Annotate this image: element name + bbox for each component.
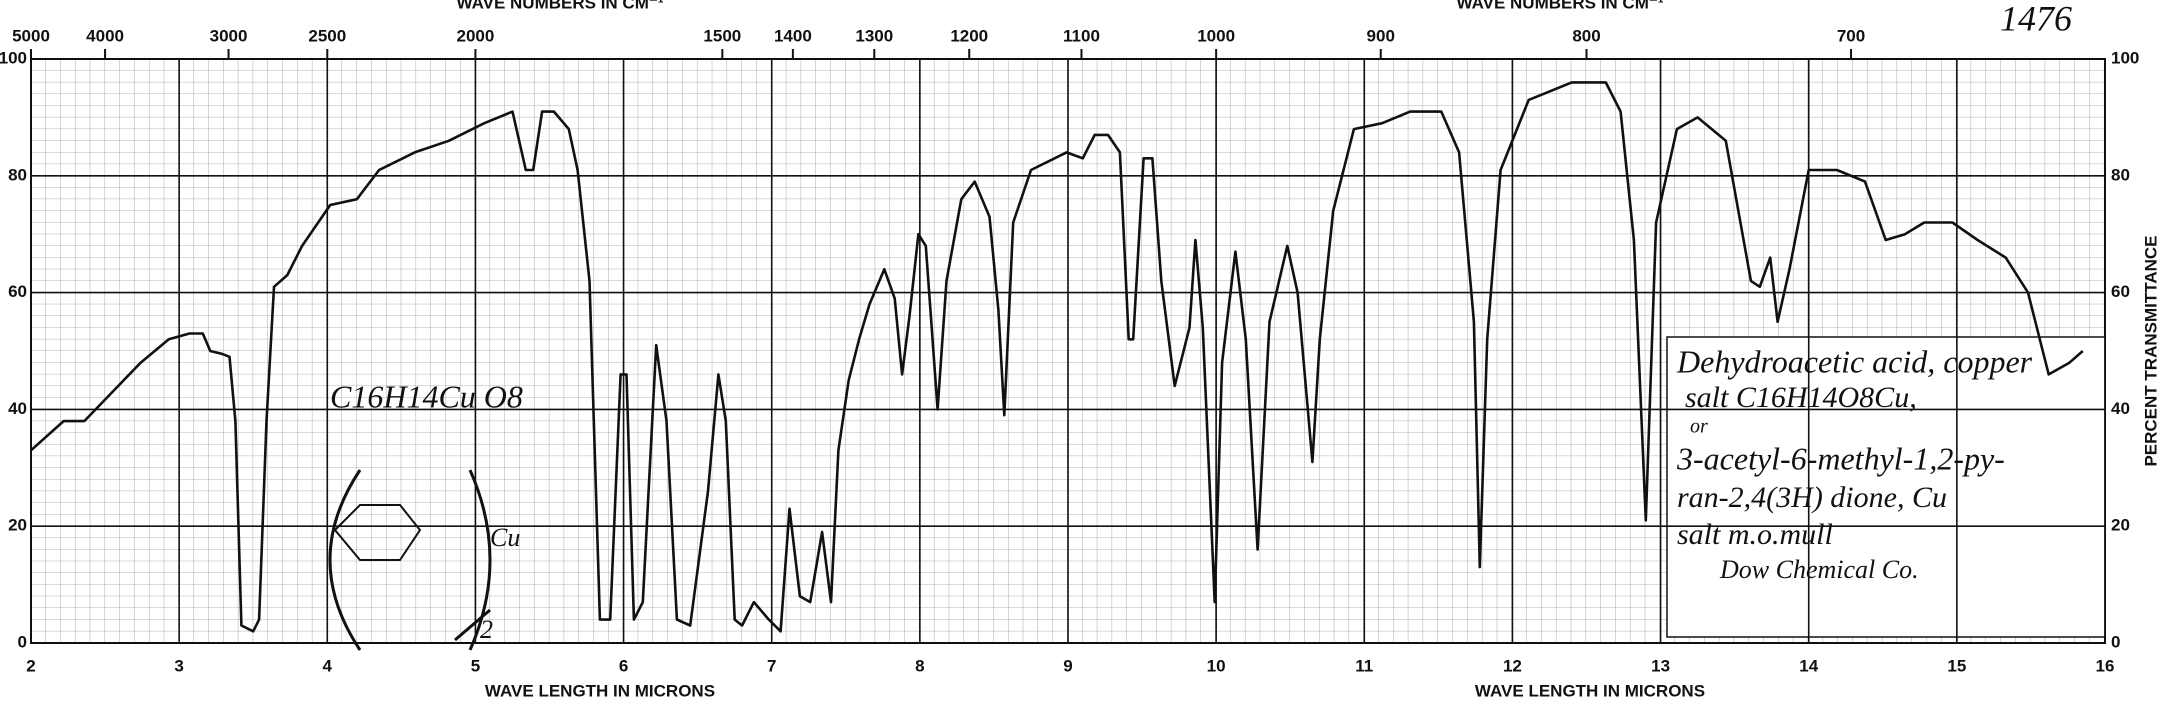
y-tick-label: 80 [8,165,27,184]
y-tick-label: 40 [8,399,27,418]
annotation: Cu [490,523,520,552]
y-tick-label: 60 [8,282,27,301]
x-tick-label: 12 [1503,656,1522,675]
x-tick-label: 15 [1947,656,1966,675]
y-tick-label: 20 [8,516,27,535]
x2-tick-label: 1300 [855,26,893,45]
x-tick-label: 2 [26,656,35,675]
x-axis-label: WAVE LENGTH IN MICRONS [485,681,715,700]
x-axis-label: WAVE LENGTH IN MICRONS [1475,681,1705,700]
x2-axis-label: WAVE NUMBERS IN CM⁻¹ [1457,0,1664,12]
x2-tick-label: 800 [1572,26,1600,45]
x2-axis-label: WAVE NUMBERS IN CM⁻¹ [457,0,664,12]
annotation: Dehydroacetic acid, copper [1676,343,2033,379]
x2-tick-label: 1100 [1063,26,1100,45]
annotation: salt C16H14O8Cu, [1685,381,1917,414]
x-tick-label: 6 [619,656,628,675]
y2-tick-label: 40 [2111,399,2130,418]
x2-tick-label: 5000 [12,26,50,45]
x-tick-label: 9 [1063,656,1072,675]
x2-tick-label: 1400 [774,26,812,45]
annotation: 2 [480,615,493,644]
x2-tick-label: 700 [1837,26,1865,45]
annotation: ran-2,4(3H) dione, Cu [1677,481,1947,514]
y2-tick-label: 100 [2111,48,2139,67]
annotation: 1476 [2000,0,2072,38]
structure-ring [333,504,422,561]
structure-bracket [328,469,492,651]
x2-tick-label: 900 [1367,26,1395,45]
x-tick-label: 11 [1355,656,1373,675]
x2-tick-label: 4000 [86,26,124,45]
y-axis-label: PERCENT TRANSMITTANCE [2141,235,2160,466]
y2-tick-label: 60 [2111,282,2130,301]
x2-tick-label: 2000 [457,26,495,45]
x-tick-label: 10 [1207,656,1226,675]
x-tick-label: 8 [915,656,924,675]
x-tick-label: 7 [767,656,776,675]
x-tick-label: 3 [174,656,183,675]
x2-tick-label: 1200 [950,26,988,45]
x2-tick-label: 3000 [210,26,248,45]
x-tick-label: 4 [323,656,333,675]
x-tick-label: 5 [471,656,480,675]
y2-tick-label: 20 [2111,516,2130,535]
annotation: or [1690,416,1708,438]
x2-tick-label: 1500 [703,26,741,45]
y-tick-label: 100 [0,48,27,67]
x-tick-label: 16 [2096,656,2115,675]
annotation-box [1666,336,2106,638]
spectrum-line [30,81,2084,633]
y-tick-label: 0 [18,632,27,651]
x-tick-label: 13 [1651,656,1670,675]
annotation: salt m.o.mull [1677,518,1833,551]
annotation: C16H14Cu O8 [330,378,523,414]
y2-tick-label: 80 [2111,165,2130,184]
annotation: 3-acetyl-6-methyl-1,2-py- [1676,440,2005,476]
x2-tick-label: 1000 [1197,26,1235,45]
y2-tick-label: 0 [2111,632,2120,651]
x-tick-label: 14 [1799,656,1818,675]
annotation: Dow Chemical Co. [1719,555,1919,584]
x2-tick-label: 2500 [308,26,346,45]
